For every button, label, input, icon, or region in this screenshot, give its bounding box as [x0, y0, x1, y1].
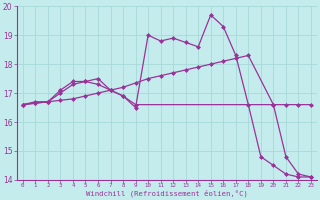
X-axis label: Windchill (Refroidissement éolien,°C): Windchill (Refroidissement éolien,°C): [86, 190, 248, 197]
